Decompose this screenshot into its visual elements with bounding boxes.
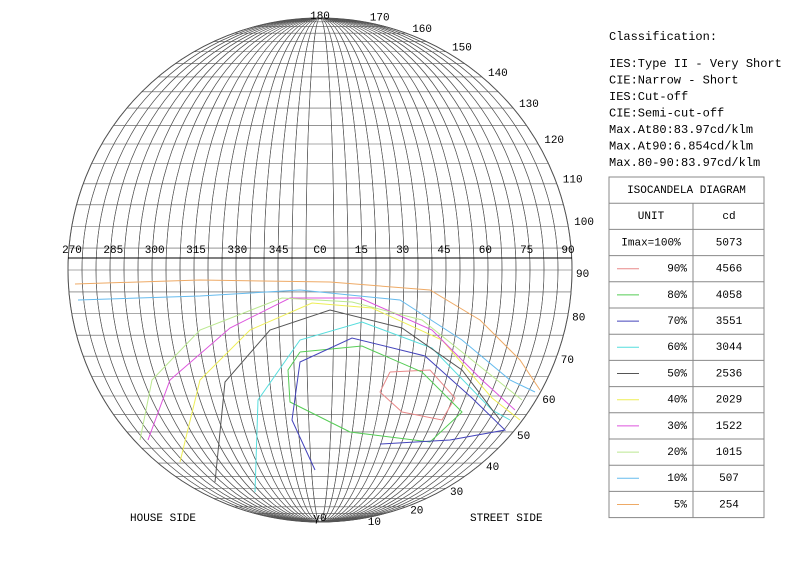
imax: 5073 [716,237,742,249]
gamma-label: 120 [544,135,564,147]
gamma-label: 100 [574,217,594,229]
gamma-label: 170 [370,13,390,25]
gamma-label: 10 [368,517,381,529]
gamma-label: 130 [519,99,539,111]
c-plane-label: 90 [561,245,574,257]
cd-value: 1015 [716,447,742,459]
gamma-label: 20 [410,506,423,518]
isocandela-contour [77,289,536,393]
level-label: 30% [667,421,687,433]
gamma-label: 30 [450,487,463,499]
house-side: HOUSE SIDE [130,513,196,525]
classification-line: Max.At80:83.97cd/klm [609,123,753,137]
c-plane-label: 285 [103,245,123,257]
isocandela-contour [139,297,523,441]
imax-label: Imax=100% [621,237,681,249]
classification-line: IES:Type II - Very Short [609,57,782,71]
level-label: 20% [667,447,687,459]
level-label: 50% [667,368,687,380]
gamma-label: 140 [488,68,508,80]
unit: cd [722,211,735,223]
cd-value: 4058 [716,290,742,302]
level-label: 90% [667,264,687,276]
classification-line: CIE:Narrow - Short [609,74,739,88]
cd-value: 507 [719,473,739,485]
gamma-label: 80 [572,313,585,325]
classification-line: CIE:Semi-cut-off [609,107,724,121]
cd-value: 1522 [716,421,742,433]
cd-value: 3551 [716,316,743,328]
table-title: ISOCANDELA DIAGRAM [627,185,746,197]
c-plane-label: 75 [520,245,533,257]
gamma-label: 110 [563,175,583,187]
level-label: 60% [667,342,687,354]
gamma-label: 160 [412,24,432,36]
isocandela-contour [379,369,456,421]
gamma-label: 40 [486,462,499,474]
level-label: 80% [667,290,687,302]
c-plane-label: C0 [313,245,326,257]
isocandela-contour [74,279,541,391]
c-plane-label: 270 [62,245,82,257]
c-plane-label: 330 [227,245,247,257]
level-label: 40% [667,395,687,407]
isocandela-contour [291,337,507,471]
c-plane-label: 345 [269,245,289,257]
gamma-label: 60 [542,395,555,407]
bottom-label: γ0 [313,513,326,525]
cd-value: 2536 [716,368,742,380]
isocandela-contour [147,297,516,441]
unit-label: UNIT [638,211,665,223]
cd-value: 3044 [716,342,743,354]
cd-value: 2029 [716,395,742,407]
c-plane-label: 315 [186,245,206,257]
classification-title: Classification: [609,30,717,44]
gamma-label: 70 [561,355,574,367]
polar-grid [67,17,573,523]
classification-line: Max.At90:6.854cd/klm [609,140,753,154]
level-label: 10% [667,473,687,485]
cd-value: 4566 [716,264,742,276]
table-frame [608,176,765,519]
classification-line: Max.80-90:83.97cd/klm [609,156,760,170]
c-plane-label: 60 [479,245,492,257]
street-side: STREET SIDE [470,513,543,525]
c-plane-label: 300 [145,245,165,257]
isocandela-contour [287,345,463,443]
c-plane-label: 45 [437,245,450,257]
c-plane-label: 15 [355,245,368,257]
gamma-label: 150 [452,43,472,55]
level-label: 5% [674,499,688,511]
isocandela-contour [179,302,521,463]
level-label: 70% [667,316,687,328]
classification-line: IES:Cut-off [609,90,688,104]
cd-value: 254 [719,499,739,511]
c-plane-label: 30 [396,245,409,257]
isocandela-contour [214,309,501,483]
gamma-label: 90 [576,269,589,281]
top-label: 180 [310,11,330,23]
gamma-label: 50 [517,431,530,443]
